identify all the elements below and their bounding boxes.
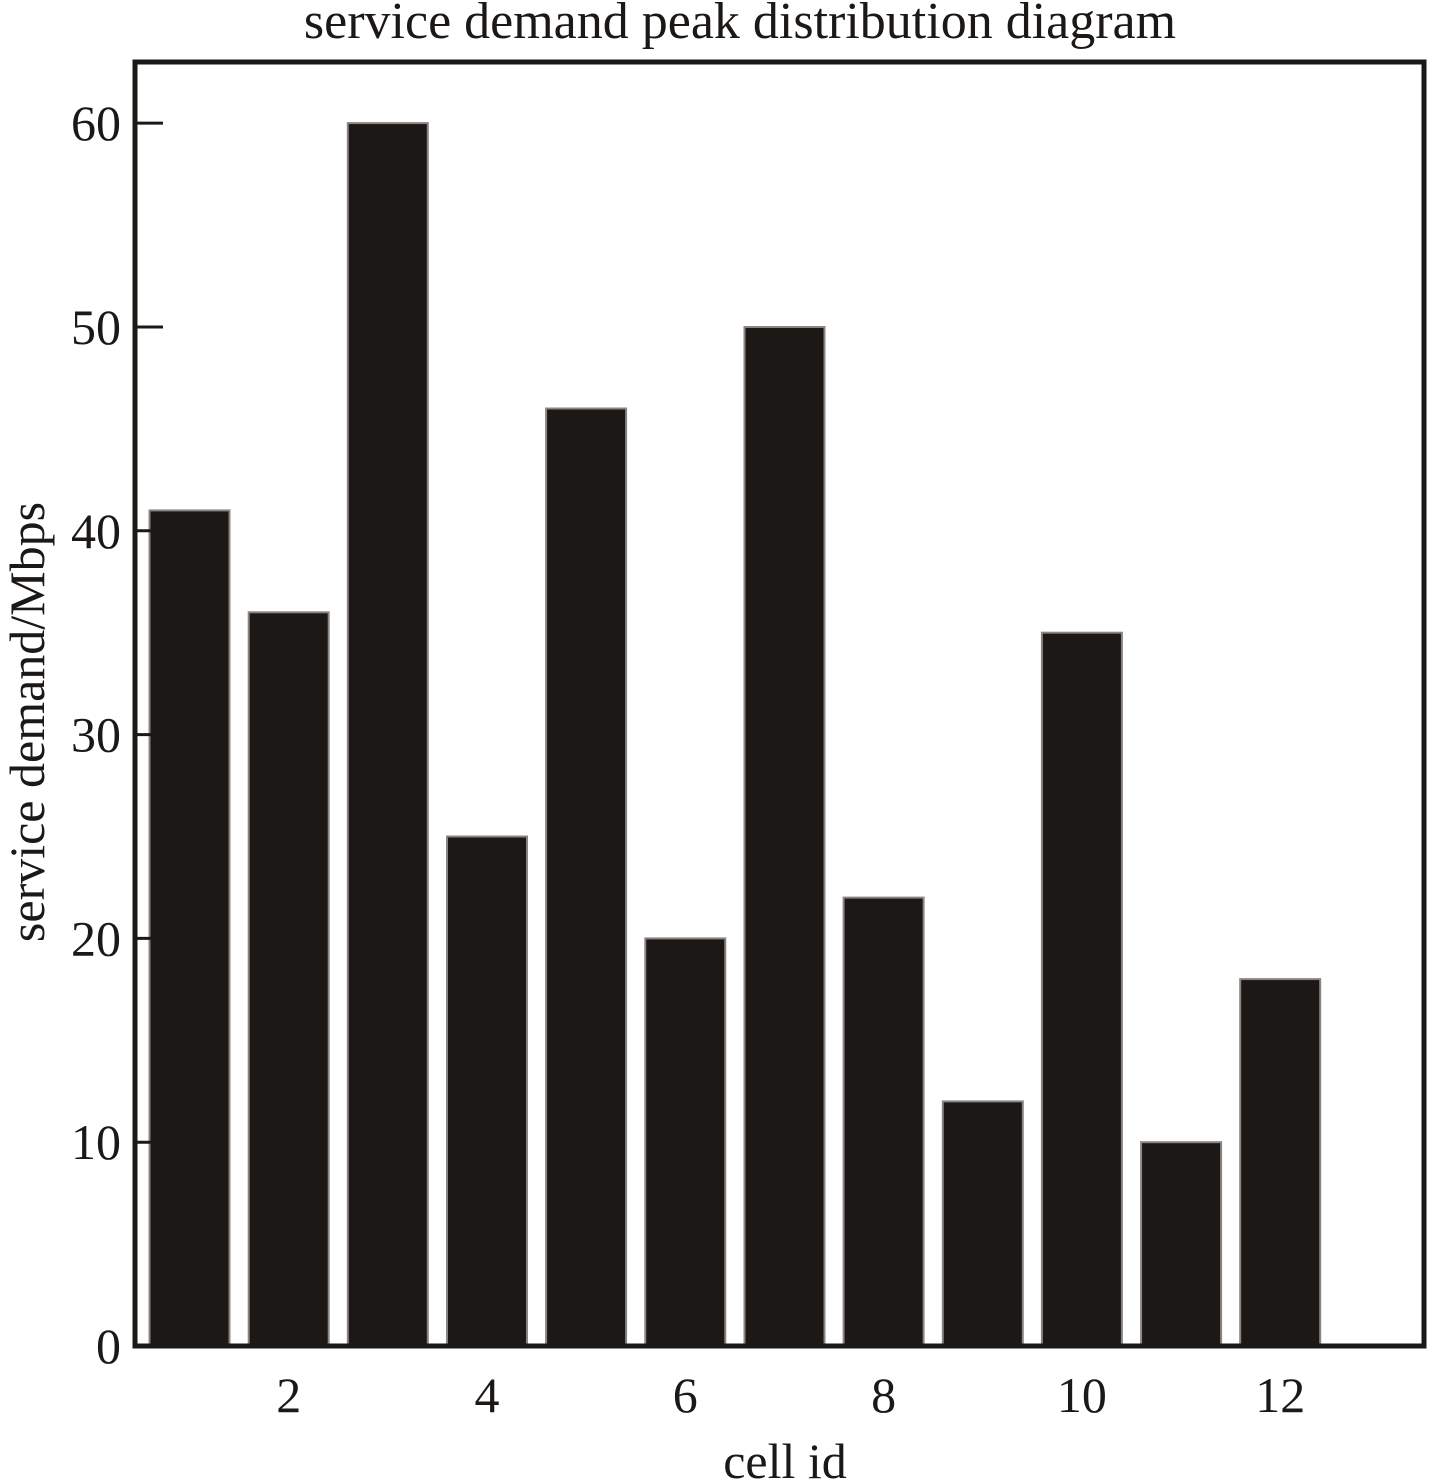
x-tick-label: 8 <box>871 1367 896 1423</box>
bar-cell-9 <box>941 1100 1024 1348</box>
y-tick-label: 10 <box>71 1114 121 1170</box>
chart-title: service demand peak distribution diagram <box>304 0 1176 50</box>
x-axis-label: cell id <box>723 1433 847 1482</box>
y-axis-label: service demand/Mbps <box>0 502 55 942</box>
plot-frame <box>132 59 1427 1349</box>
bar-cell-12 <box>1239 978 1322 1347</box>
y-tick-label: 50 <box>71 299 121 355</box>
y-tick-label: 30 <box>71 707 121 763</box>
bar-cell-7 <box>743 326 826 1347</box>
y-axis-ticks: 0 10 20 30 40 50 60 <box>71 95 163 1374</box>
bar-cell-4 <box>446 835 528 1347</box>
y-tick-label: 40 <box>71 503 121 559</box>
bar-cell-3 <box>346 122 429 1348</box>
bar-cell-2 <box>247 611 330 1347</box>
bar-cell-11 <box>1140 1141 1223 1347</box>
bar-cell-6 <box>644 937 727 1348</box>
bar-cell-1 <box>148 509 231 1347</box>
x-axis-ticks: 2 4 6 8 10 12 <box>276 1334 1305 1423</box>
bar-cell-5 <box>545 407 628 1347</box>
bar-series <box>148 122 1322 1348</box>
y-tick-label: 60 <box>71 95 121 151</box>
x-tick-label: 12 <box>1255 1367 1305 1423</box>
x-tick-label: 2 <box>276 1367 301 1423</box>
x-tick-label: 6 <box>673 1367 698 1423</box>
x-tick-label: 4 <box>474 1367 499 1423</box>
bar-cell-10 <box>1040 631 1123 1347</box>
y-tick-label: 0 <box>96 1318 121 1374</box>
y-tick-label: 20 <box>71 910 121 966</box>
x-tick-label: 10 <box>1057 1367 1107 1423</box>
bar-cell-8 <box>842 896 925 1347</box>
